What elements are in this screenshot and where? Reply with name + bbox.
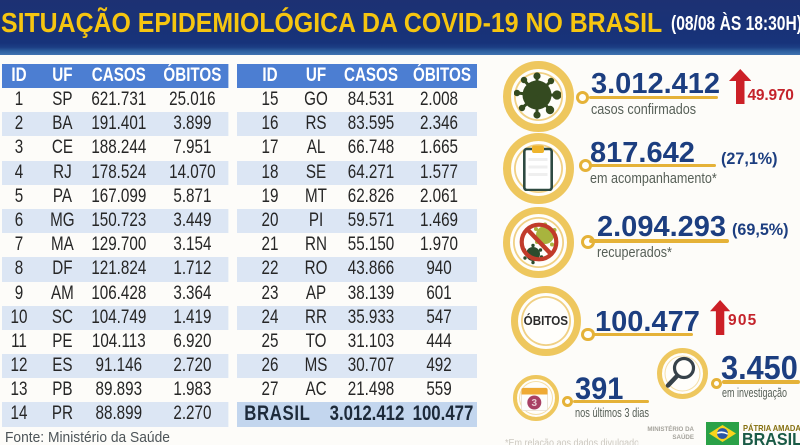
svg-text:3: 3 xyxy=(532,398,538,409)
